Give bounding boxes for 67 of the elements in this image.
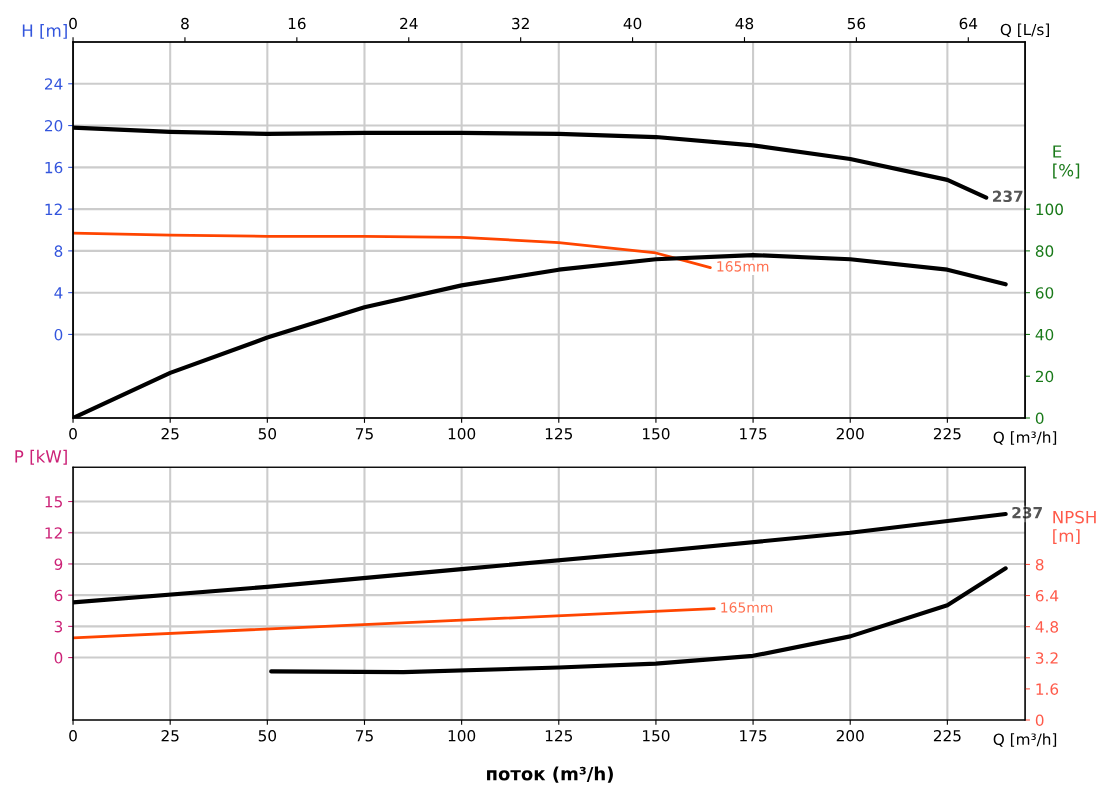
y-tick-label: 9 (54, 558, 63, 570)
y2-tick-label: 0 (1035, 412, 1044, 425)
y2-tick-label: 40 (1035, 328, 1054, 341)
annotation: 165mm (717, 261, 769, 272)
y-tick-label: 3 (54, 620, 63, 633)
y2-axis-title: NPSH [m] (1053, 510, 1096, 544)
y-tick-label: 15 (45, 496, 62, 508)
y-axis-title: H [m] (22, 23, 67, 39)
y-tick-label: 6 (54, 589, 63, 602)
y2-tick-label: 6.4 (1035, 590, 1059, 602)
x-tick-label: 225 (933, 729, 961, 742)
y-tick-label: 12 (45, 527, 62, 539)
x-tick-label: 50 (258, 427, 277, 440)
y-tick-label: 24 (45, 78, 63, 90)
line-series (269, 566, 1008, 675)
y2-tick-label: 1.6 (1036, 683, 1059, 695)
y-tick-label: 4 (54, 287, 63, 299)
x2-tick-label: 8 (181, 17, 189, 30)
y2-tick-label: 0 (1035, 714, 1044, 727)
y2-tick-label: 20 (1035, 370, 1054, 383)
x2-tick-label: 48 (735, 17, 754, 30)
x-tick-label: 0 (69, 427, 77, 440)
x2-tick-label: 16 (288, 17, 306, 30)
text: поток (m³/h) (487, 766, 613, 783)
x-tick-label: 225 (933, 427, 961, 440)
x-tick-label: 150 (643, 427, 670, 440)
x-axis-title: Q [m³/h] (993, 733, 1057, 747)
x2-tick-label: 24 (400, 17, 418, 30)
x-tick-label: 100 (448, 427, 476, 440)
y2-tick-label: 8 (1035, 558, 1044, 571)
x-tick-label: 175 (740, 730, 767, 742)
x-tick-label: 50 (258, 729, 277, 742)
annotation: 237 (992, 190, 1023, 203)
y-tick-label: 8 (54, 245, 63, 257)
x2-tick-label: 40 (623, 17, 642, 30)
x-tick-label: 200 (836, 427, 864, 440)
x-tick-label: 125 (545, 427, 573, 440)
x-tick-label: 75 (356, 428, 373, 440)
x-tick-label: 175 (740, 428, 767, 440)
x2-tick-label: 56 (847, 17, 866, 30)
x2-tick-label: 32 (512, 17, 529, 30)
x-tick-label: 125 (545, 729, 573, 742)
x-tick-label: 0 (69, 729, 77, 742)
y-tick-label: 20 (45, 120, 63, 132)
x2-axis-title: Q [L/s] (1000, 23, 1049, 38)
line-series (73, 231, 712, 269)
y2-tick-label: 60 (1035, 287, 1054, 299)
y-tick-label: 16 (45, 161, 63, 174)
y2-tick-label: 4.8 (1035, 621, 1059, 633)
y-tick-label: 12 (45, 203, 62, 215)
x-tick-label: 75 (356, 730, 373, 742)
x-tick-label: 100 (448, 729, 476, 742)
x2-tick-label: 0 (69, 17, 77, 30)
x-axis-title: Q [m³/h] (993, 431, 1057, 445)
x-tick-label: 150 (643, 729, 670, 742)
y-axis-title: P [kW] (15, 449, 67, 465)
y2-axis-title: E [%] (1053, 145, 1080, 179)
y-tick-label: 0 (54, 652, 63, 664)
y2-tick-label: 80 (1035, 245, 1054, 257)
y2-tick-label: 100 (1036, 203, 1063, 216)
y2-tick-label: 3.2 (1035, 652, 1058, 664)
x-tick-label: 25 (161, 427, 179, 440)
annotation: 165mm (721, 602, 773, 613)
x-tick-label: 200 (836, 729, 864, 742)
x2-tick-label: 64 (959, 17, 978, 30)
y-tick-label: 0 (54, 328, 63, 341)
x-tick-label: 25 (161, 729, 179, 742)
